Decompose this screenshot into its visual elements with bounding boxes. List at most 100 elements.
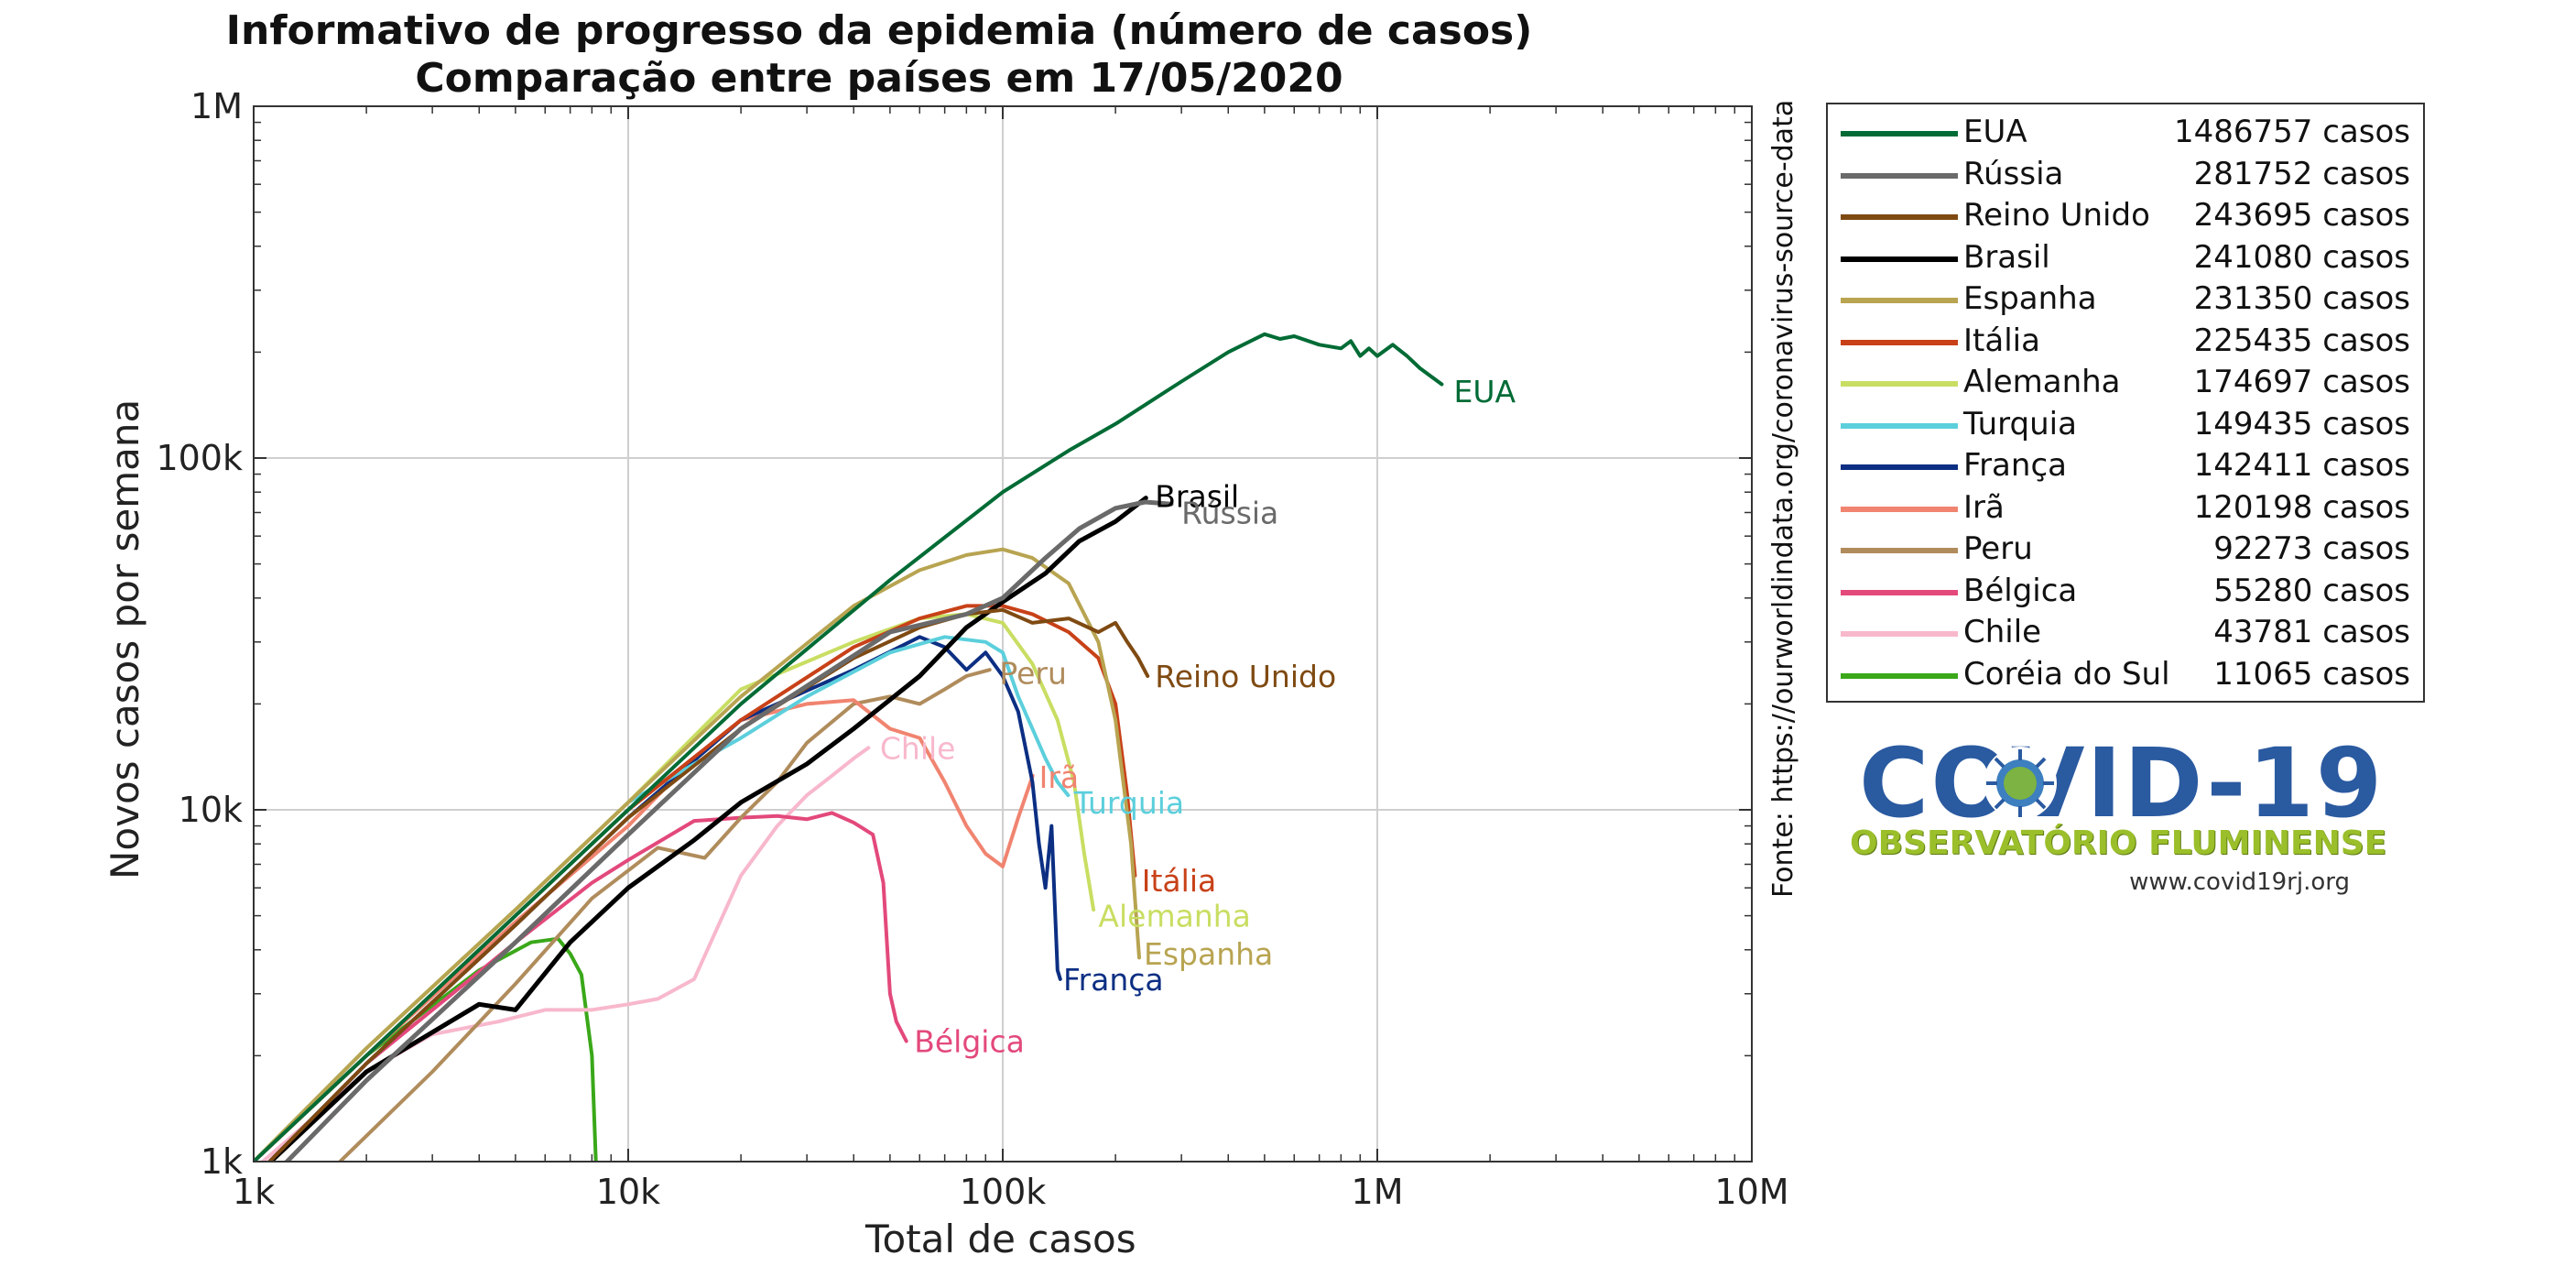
legend-swatch [1841, 589, 1958, 595]
logo-subtitle: OBSERVATÓRIO FLUMINENSE [1850, 824, 2387, 862]
legend-swatch [1841, 381, 1958, 387]
legend-swatch [1841, 464, 1958, 470]
end-label-chile: Chile [880, 730, 956, 766]
legend-series-name: Chile [1963, 614, 2042, 650]
legend-series-name: Brasil [1963, 238, 2050, 276]
end-label-itália: Itália [1142, 863, 1216, 899]
legend-item: Irã 120198 casos [1828, 487, 2423, 529]
legend-swatch [1841, 631, 1958, 637]
y-tick-label: 100k [156, 438, 243, 478]
legend-item: Espanha 231350 casos [1828, 278, 2423, 320]
x-tick-label: 1k [233, 1172, 275, 1212]
grid-lines [254, 106, 1752, 1162]
legend-series-name: Peru [1963, 530, 2033, 567]
x-tick-label: 10M [1714, 1172, 1788, 1212]
series-line-brasil [267, 496, 1148, 1162]
end-label-eua: EUA [1453, 374, 1516, 409]
legend-case-count: 92273 casos [2213, 530, 2410, 567]
series-line-chile [259, 746, 871, 1162]
legend: EUA 1486757 casos Rússia 281752 casos Reino … [1826, 103, 2425, 703]
legend-case-count: 225435 casos [2193, 322, 2410, 359]
legend-case-count: 174697 casos [2193, 364, 2410, 400]
legend-item: Brasil 241080 casos [1828, 237, 2423, 278]
legend-item: Chile 43781 casos [1828, 612, 2423, 653]
legend-item: Bélgica 55280 casos [1828, 571, 2423, 612]
virus-icon [1984, 747, 2057, 820]
legend-item: Coréia do Sul 11065 casos [1828, 654, 2423, 695]
legend-series-name: Reino Unido [1963, 197, 2150, 234]
series-line-espanha [254, 547, 1141, 1162]
end-label-alemanha: Alemanha [1098, 899, 1250, 934]
legend-case-count: 120198 casos [2193, 488, 2410, 526]
y-tick-label: 1k [201, 1141, 243, 1182]
covid19-observatorio-logo: COVID-19 OBSERVATÓRIO FLUMINENSE www.cov… [1850, 733, 2386, 898]
legend-series-name: Turquia [1963, 405, 2077, 442]
legend-swatch [1841, 672, 1958, 679]
chart-title-line-1: Informativo de progresso da epidemia (nú… [225, 7, 1533, 54]
legend-case-count: 142411 casos [2193, 447, 2410, 484]
series-line-irã [254, 698, 1035, 1162]
legend-item: Itália 225435 casos [1828, 321, 2423, 362]
legend-series-name: Rússia [1963, 155, 2064, 192]
legend-series-name: França [1963, 447, 2067, 484]
legend-case-count: 243695 casos [2193, 197, 2410, 234]
legend-swatch [1841, 256, 1958, 262]
x-tick-label: 100k [960, 1172, 1047, 1212]
y-tick-label: 1M [190, 86, 243, 126]
x-tick-label: 1M [1352, 1172, 1404, 1212]
series-line-reino-unido [266, 607, 1150, 1162]
legend-series-name: Coréia do Sul [1963, 655, 2170, 693]
x-tick-label: 10k [596, 1172, 660, 1212]
legend-case-count: 231350 casos [2193, 280, 2410, 317]
legend-swatch [1841, 422, 1958, 429]
series-line-frança [266, 635, 1062, 1162]
legend-swatch [1841, 172, 1958, 179]
legend-swatch [1841, 339, 1958, 345]
legend-swatch [1841, 506, 1958, 512]
plot-frame [253, 105, 1753, 1162]
end-label-brasil: Brasil [1155, 478, 1239, 514]
legend-item: França 142411 casos [1828, 445, 2423, 486]
legend-swatch [1841, 548, 1958, 553]
end-label-turquia: Turquia [1073, 785, 1184, 821]
legend-series-name: Irã [1963, 488, 2005, 526]
x-axis-label: Total de casos [865, 1217, 1136, 1261]
series-line-alemanha [254, 612, 1096, 1162]
series-line-bélgica [266, 811, 908, 1162]
end-label-espanha: Espanha [1144, 936, 1273, 972]
legend-item: Turquia 149435 casos [1828, 404, 2423, 445]
y-axis-label: Novos casos por semana [103, 398, 147, 879]
logo-title: COVID-19 [1859, 727, 2385, 839]
legend-case-count: 281752 casos [2193, 155, 2410, 192]
chart-title-line-2: Comparação entre países em 17/05/2020 [415, 55, 1343, 102]
end-label-bélgica: Bélgica [914, 1024, 1025, 1060]
legend-case-count: 55280 casos [2213, 572, 2410, 609]
end-label-peru: Peru [999, 656, 1067, 692]
legend-series-name: EUA [1963, 114, 2027, 150]
legend-case-count: 11065 casos [2213, 655, 2410, 693]
legend-item: Rússia 281752 casos [1828, 154, 2423, 195]
end-label-reino-unido: Reino Unido [1155, 659, 1336, 694]
series-line-rússia [283, 499, 1174, 1162]
legend-case-count: 241080 casos [2193, 238, 2410, 276]
series-line-eua [254, 332, 1444, 1162]
tick-labels: 1k 10k 100k 1M 10M 1k 10k 100k 1M [156, 86, 1788, 1212]
legend-swatch [1841, 131, 1958, 136]
end-label-rússia: Rússia [1181, 495, 1278, 530]
series-line-turquia [254, 635, 1071, 1162]
legend-series-name: Bélgica [1963, 572, 2078, 609]
legend-item: EUA 1486757 casos [1828, 112, 2423, 153]
legend-item: Reino Unido 243695 casos [1828, 195, 2423, 236]
end-label-irã: Irã [1039, 759, 1080, 795]
legend-series-name: Alemanha [1963, 364, 2121, 400]
legend-item: Alemanha 174697 casos [1828, 362, 2423, 403]
legend-case-count: 43781 casos [2213, 614, 2410, 650]
series-lines [254, 332, 1444, 1162]
end-label-frança: França [1063, 962, 1164, 998]
legend-swatch [1841, 214, 1958, 220]
legend-series-name: Itália [1963, 322, 2040, 359]
legend-series-name: Espanha [1963, 280, 2097, 317]
legend-case-count: 149435 casos [2193, 405, 2410, 442]
